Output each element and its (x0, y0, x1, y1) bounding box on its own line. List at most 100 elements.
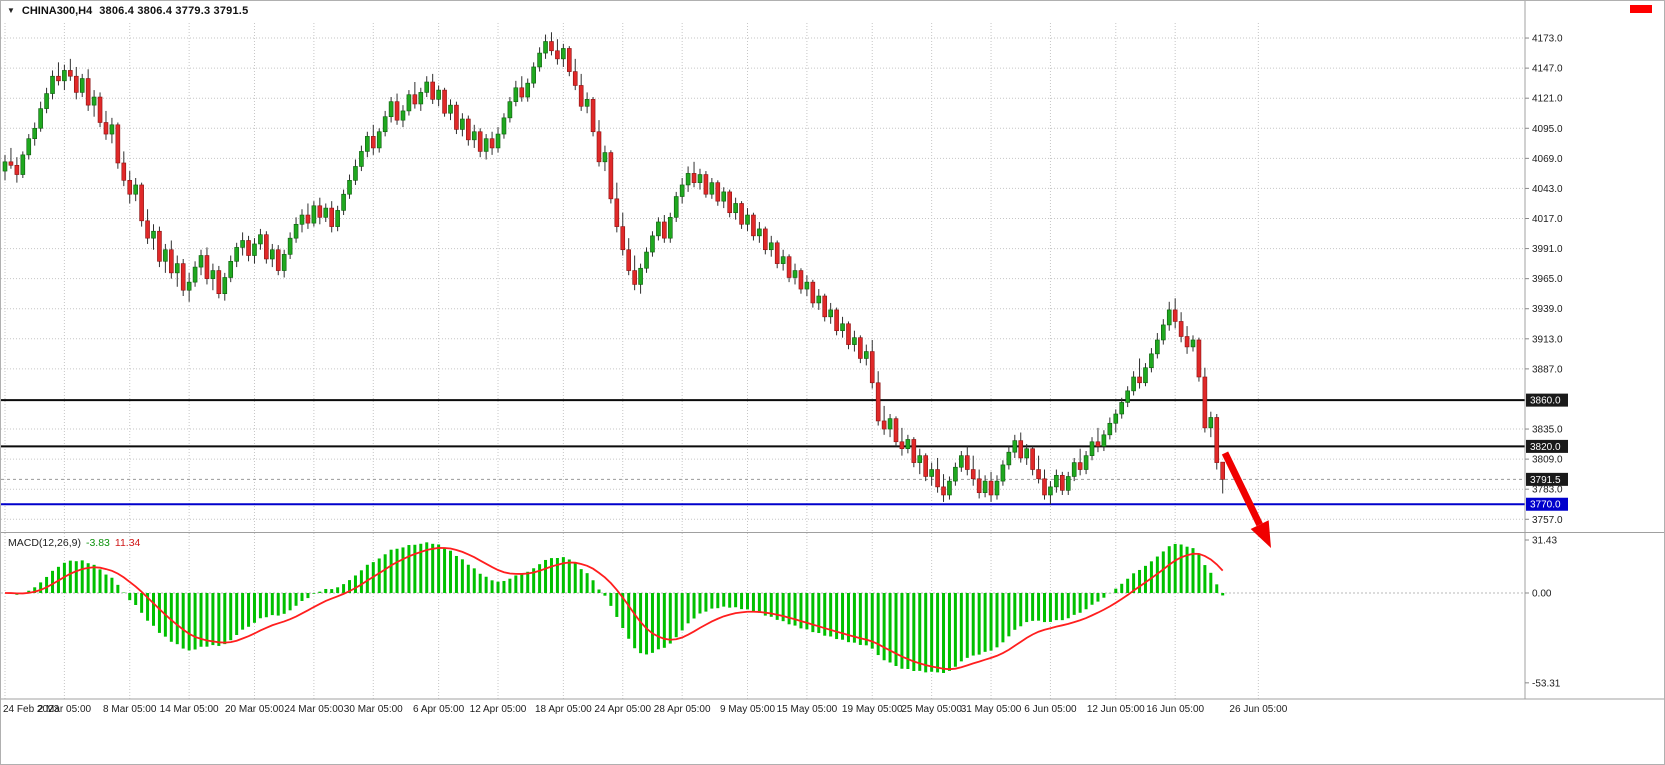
price-axis-label: 3939.0 (1532, 304, 1563, 315)
candle-body (299, 214, 305, 225)
candle-body (768, 242, 774, 251)
candle (85, 69, 91, 111)
candle (721, 187, 727, 209)
candle (68, 58, 73, 81)
candle-body (14, 164, 20, 175)
candle (466, 115, 471, 146)
candle-body (1208, 417, 1214, 429)
time-axis-label: 24 Mar 05:00 (284, 704, 343, 715)
candle-body (460, 118, 465, 130)
candle-body (881, 420, 887, 430)
candle (543, 34, 548, 59)
candle-body (834, 309, 839, 332)
price-axis-label: 4173.0 (1532, 34, 1563, 45)
candle-body (1220, 461, 1225, 480)
candle (614, 182, 620, 233)
candle-body (828, 309, 833, 318)
candle-body (1137, 376, 1142, 384)
candle (56, 62, 61, 86)
candle (810, 279, 816, 308)
candle-body (370, 136, 376, 149)
candle-body (1065, 476, 1071, 491)
price-axis-label: 4043.0 (1532, 184, 1563, 195)
candle (1202, 367, 1208, 433)
candle-body (311, 205, 317, 224)
symbol-dropdown-icon[interactable]: ▼ (7, 6, 15, 15)
candle-body (1149, 353, 1154, 369)
candle (774, 240, 780, 269)
candle (673, 191, 679, 222)
candle-body (763, 228, 768, 251)
candle-body (917, 455, 923, 463)
candle-body (1083, 455, 1089, 470)
candle (222, 272, 228, 301)
candle (228, 255, 234, 283)
candle-body (335, 210, 340, 227)
candle-body (525, 82, 531, 98)
price-axis-label: 4147.0 (1532, 64, 1563, 75)
candle-body (365, 136, 370, 152)
candle (792, 263, 798, 285)
candle (1214, 414, 1220, 470)
candle (768, 235, 774, 257)
time-axis-label: 6 Jun 05:00 (1024, 704, 1077, 715)
candle (20, 151, 26, 179)
candle (656, 217, 661, 241)
candle-body (994, 480, 1000, 496)
candle-body (180, 263, 186, 291)
candle-body (667, 217, 673, 239)
candle-body (359, 151, 364, 167)
candle-body (264, 234, 269, 260)
candle (869, 339, 875, 389)
candle (1178, 312, 1184, 343)
candle (400, 105, 406, 128)
macd-axis-label: 31.43 (1532, 536, 1557, 547)
candle (471, 124, 477, 148)
macd-name-label: MACD(12,26,9) (8, 537, 81, 549)
candle-body (1202, 376, 1208, 429)
candle (917, 448, 923, 475)
candle-body (685, 173, 691, 186)
candle-body (1030, 448, 1035, 470)
candle-body (976, 478, 982, 493)
candle (1101, 430, 1107, 452)
candle-body (400, 110, 406, 121)
price-badge-label: 3791.5 (1530, 475, 1561, 486)
candle (281, 249, 287, 278)
time-axis-label: 30 Mar 05:00 (344, 704, 403, 715)
candle-body (953, 466, 958, 482)
candle (489, 131, 495, 155)
candle (73, 66, 79, 100)
candle (115, 122, 121, 169)
candle-body (436, 89, 441, 100)
candle (293, 217, 299, 243)
time-axis-label: 20 Mar 05:00 (225, 704, 284, 715)
time-axis-label: 31 May 05:00 (961, 704, 1022, 715)
price-axis-label: 4017.0 (1532, 214, 1563, 225)
candle-body (186, 281, 192, 291)
candle (1042, 469, 1047, 500)
candle-body (537, 52, 542, 68)
candle (370, 124, 376, 155)
candle (602, 145, 608, 172)
candle-body (240, 240, 245, 248)
candle-body (1113, 413, 1119, 424)
candle-body (923, 455, 929, 477)
candle-body (222, 277, 228, 294)
candle-body (673, 196, 679, 218)
candle-body (887, 418, 893, 430)
time-axis-label: 9 May 05:00 (720, 704, 775, 715)
time-axis-label: 12 Jun 05:00 (1087, 704, 1145, 715)
candle-body (133, 184, 138, 195)
candle (1131, 371, 1136, 396)
candle (1155, 333, 1160, 359)
candle-body (531, 66, 536, 84)
candle (733, 197, 738, 220)
trend-arrow-annotation[interactable] (1221, 451, 1271, 548)
candle-body (644, 251, 649, 269)
candle-body (543, 41, 548, 54)
candle-body (495, 133, 501, 149)
candle (347, 174, 352, 199)
candle (1119, 397, 1125, 419)
